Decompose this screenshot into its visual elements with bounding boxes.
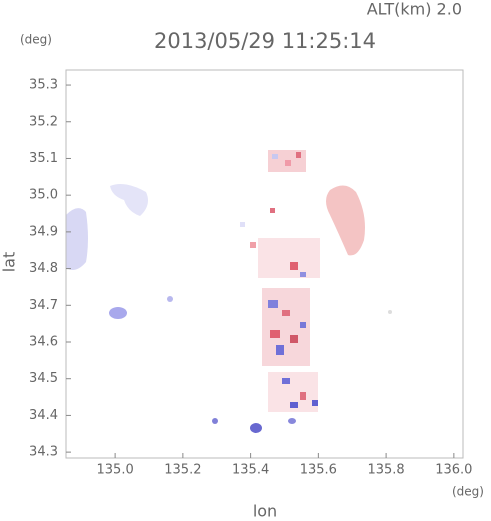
x-axis-label: lon [253, 502, 277, 521]
echo-region [66, 208, 88, 270]
x-tick-label: 135.4 [232, 463, 269, 478]
y-axis-label: lat [0, 252, 19, 273]
echo-field [66, 150, 392, 433]
x-tick-label: 135.0 [97, 463, 134, 478]
x-tick-label: 135.2 [164, 463, 201, 478]
y-tick-label: 35.2 [29, 114, 58, 129]
y-unit: (deg) [20, 33, 52, 47]
chart-title: 2013/05/29 11:25:14 [154, 29, 376, 53]
y-tick-label: 34.6 [29, 335, 58, 350]
altitude-label: ALT(km) 2.0 [367, 0, 462, 19]
echo-specks [212, 152, 392, 433]
x-tick-label: 135.8 [367, 463, 404, 478]
echo-cluster [258, 150, 320, 412]
y-tick-label: 35.3 [29, 78, 58, 93]
y-tick-label: 35.0 [29, 188, 58, 203]
echo-region [110, 184, 148, 216]
y-tick-label: 34.7 [29, 298, 58, 313]
y-tick-label: 34.9 [29, 224, 58, 239]
y-tick-label: 35.1 [29, 151, 58, 166]
x-unit: (deg) [452, 485, 484, 499]
echo-region [109, 307, 127, 319]
echo-region [326, 185, 365, 256]
x-tick-label: 136.0 [435, 463, 472, 478]
x-tick-label: 135.6 [300, 463, 337, 478]
y-tick-label: 34.8 [29, 261, 58, 276]
plot-frame [65, 69, 464, 459]
y-tick-label: 34.4 [29, 408, 58, 423]
y-tick-label: 34.5 [29, 371, 58, 386]
echo-region [167, 296, 173, 302]
y-tick-label: 34.3 [29, 445, 58, 460]
